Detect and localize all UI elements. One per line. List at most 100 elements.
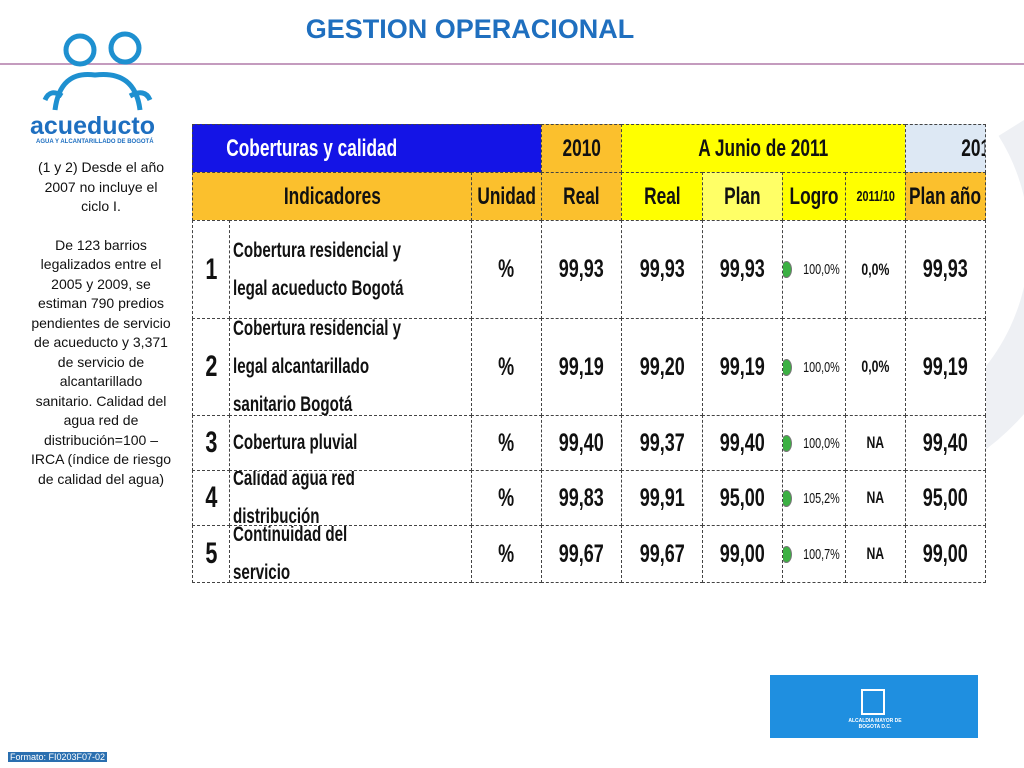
cell-text: 100,0% xyxy=(803,434,840,452)
table-cell: A Junio de 2011 xyxy=(621,124,906,173)
table-cell: 2 xyxy=(192,318,230,416)
table-cell: NA xyxy=(845,470,906,526)
table-cell: 99,37 xyxy=(621,415,703,471)
table-cell: 99,40 xyxy=(541,415,622,471)
cell-text: 99,00 xyxy=(922,539,969,568)
notes: (1 y 2) Desde el año 2007 no incluye el … xyxy=(30,158,172,489)
logo-frog xyxy=(42,31,153,111)
cell-text: 99,93 xyxy=(639,255,685,283)
table-cell: 99,93 xyxy=(702,220,783,319)
table-cell: Plan xyxy=(702,172,783,221)
cell-text: 95,00 xyxy=(922,483,969,512)
cell-text: NA xyxy=(866,433,885,452)
cell-text: Continuidad del servicio xyxy=(233,525,348,583)
cell-text: Logro xyxy=(789,182,839,210)
table-cell: Cobertura pluvial xyxy=(229,415,472,471)
table-cell: 2011 xyxy=(905,124,986,173)
cell-text: Indicadores xyxy=(283,182,381,210)
cell-text: 99,67 xyxy=(558,539,605,568)
cell-text: 1 xyxy=(204,252,218,286)
cell-text: Plan xyxy=(724,182,761,210)
table-cell: 99,67 xyxy=(621,525,703,583)
table-cell: 100,0% xyxy=(782,318,846,416)
table-cell: % xyxy=(471,318,542,416)
cell-text: Calidad agua red distribución xyxy=(233,470,355,526)
cell-text: 0,0% xyxy=(861,357,890,376)
table-cell: Real xyxy=(541,172,622,221)
table-cell: 99,20 xyxy=(621,318,703,416)
table-cell: 99,91 xyxy=(621,470,703,526)
cell-text: % xyxy=(498,428,515,457)
cell-text: 99,93 xyxy=(922,255,969,283)
cell-text: 2011/10 xyxy=(856,188,895,205)
table-cell: 100,7% xyxy=(782,525,846,583)
cell-text: Cobertura pluvial xyxy=(233,431,358,454)
cell-text: 105,2% xyxy=(803,489,840,507)
table-cell: Real xyxy=(621,172,703,221)
status-dot xyxy=(783,261,793,278)
cell-text: 95,00 xyxy=(719,483,766,512)
table-cell: 99,40 xyxy=(702,415,783,471)
cell-text: 99,19 xyxy=(558,352,605,381)
table-cell: 0,0% xyxy=(845,318,906,416)
cell-text: 99,91 xyxy=(639,483,685,512)
logo-tagline: AGUA Y ALCANTARILLADO DE BOGOTÁ xyxy=(36,139,154,145)
cell-text: 99,40 xyxy=(922,428,969,457)
cell-text: 3 xyxy=(204,426,218,459)
cell-text: Cobertura residencial y legal alcantaril… xyxy=(233,318,402,416)
status-dot xyxy=(783,545,793,563)
badge-box xyxy=(770,675,978,738)
table-cell: 2011/10 xyxy=(845,172,906,221)
table-cell: 1 xyxy=(192,220,230,319)
cell-text: 99,93 xyxy=(558,255,605,283)
table-cell: 3 xyxy=(192,415,230,471)
cell-text: Coberturas y calidad xyxy=(226,134,398,162)
cell-text: 0,0% xyxy=(861,259,890,279)
cell-text: Real xyxy=(643,182,681,210)
table-cell: 99,19 xyxy=(541,318,622,416)
cell-text: 99,93 xyxy=(719,255,766,283)
table-cell: 0,0% xyxy=(845,220,906,319)
badge-emblem xyxy=(861,689,885,715)
table-cell: 99,40 xyxy=(905,415,986,471)
cell-text: 99,37 xyxy=(639,428,685,457)
table-cell: 105,2% xyxy=(782,470,846,526)
note: De 123 barrios legalizados entre el 2005… xyxy=(30,236,172,487)
cell-text: % xyxy=(498,255,515,283)
cell-text: 99,40 xyxy=(558,428,605,457)
cell-text: 100,7% xyxy=(803,545,840,563)
table-cell: Cobertura residencial y legal alcantaril… xyxy=(229,318,472,416)
table-cell: % xyxy=(471,415,542,471)
cell-text: 99,20 xyxy=(639,352,685,381)
table-cell: 99,83 xyxy=(541,470,622,526)
table-cell: % xyxy=(471,525,542,583)
cell-text: Unidad xyxy=(477,182,536,210)
table-cell: 95,00 xyxy=(905,470,986,526)
cell-text: 99,19 xyxy=(922,352,969,381)
table-cell: 100,0% xyxy=(782,220,846,319)
table-cell: 99,93 xyxy=(905,220,986,319)
cell-text: 2011 xyxy=(961,134,985,162)
cell-text: 2 xyxy=(204,350,218,383)
badge-text: ALCALDIA MAYOR DE BOGOTA D.C. xyxy=(848,718,902,730)
table-cell: 99,19 xyxy=(702,318,783,416)
cell-text: Real xyxy=(563,182,600,210)
cell-text: NA xyxy=(866,544,885,563)
cell-text: A Junio de 2011 xyxy=(698,134,829,162)
cell-text: 99,40 xyxy=(719,428,766,457)
cell-text: Plan año xyxy=(909,182,982,210)
cell-text: 4 xyxy=(204,481,218,514)
table-cell: 4 xyxy=(192,470,230,526)
cell-text: % xyxy=(498,483,515,512)
table-cell: 99,00 xyxy=(905,525,986,583)
title: GESTION OPERACIONAL xyxy=(305,14,635,44)
cell-text: 99,00 xyxy=(719,539,766,568)
cell-text: 100,0% xyxy=(803,358,840,376)
status-dot xyxy=(783,434,793,452)
cell-text: 99,19 xyxy=(719,352,766,381)
table-cell: Calidad agua red distribución xyxy=(229,470,472,526)
table-cell: Unidad xyxy=(471,172,542,221)
table-cell: NA xyxy=(845,525,906,583)
table-cell: Cobertura residencial y legal acueducto … xyxy=(229,220,472,319)
table-cell: 2010 xyxy=(541,124,622,173)
